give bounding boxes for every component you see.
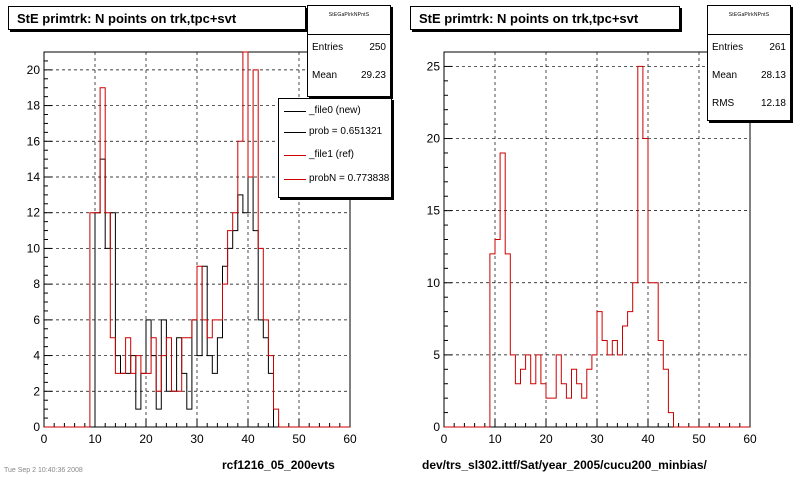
hist-title-1: StE primtrk: N points on trk,tpc+svt: [17, 11, 237, 26]
legend-label: prob = 0.651321: [309, 126, 383, 137]
y-tick-label: 20: [427, 132, 441, 146]
y-tick-label: 2: [33, 384, 40, 398]
x-tick-label: 60: [343, 432, 357, 446]
stats-label: Entries: [712, 42, 744, 53]
stats-row-entries-2: Entries 261: [712, 42, 786, 56]
stats-row-mean-2: Mean 28.13: [712, 70, 786, 84]
hist-title-box-2: StE primtrk: N points on trk,tpc+svt: [410, 6, 680, 30]
y-tick-label: 10: [27, 241, 41, 255]
x-tick-label: 30: [190, 432, 204, 446]
stats-value: 250: [369, 42, 386, 53]
stats-separator: [708, 34, 790, 35]
stats-box-2: StEGaPlrkNPntS Entries 261 Mean 28.13 RM…: [707, 5, 791, 121]
x-tick-label: 0: [441, 432, 448, 446]
x-caption-2: dev/trs_sl302.ittf/Sat/year_2005/cucu200…: [422, 458, 707, 472]
y-tick-label: 15: [427, 204, 441, 218]
legend-label: _file0 (new): [309, 105, 361, 116]
stats-separator: [308, 34, 390, 35]
x-tick-label: 20: [539, 432, 553, 446]
y-tick-label: 12: [27, 206, 41, 220]
x-tick-label: 60: [743, 432, 757, 446]
x-caption-1: rcf1216_05_200evts: [222, 458, 335, 472]
x-tick-label: 40: [641, 432, 655, 446]
stats-value: 29.23: [360, 70, 386, 81]
x-tick-label: 50: [692, 432, 706, 446]
y-tick-label: 4: [33, 349, 40, 363]
stats-row-rms-2: RMS 12.18: [712, 98, 786, 112]
legend-label: _file1 (ref): [309, 149, 355, 160]
x-tick-label: 20: [139, 432, 153, 446]
stats-value: 261: [769, 42, 786, 53]
legend-item: prob = 0.651321: [279, 123, 391, 141]
stats-label: RMS: [712, 98, 735, 109]
y-tick-label: 5: [433, 348, 440, 362]
stats-value: 28.13: [760, 70, 786, 81]
stats-name-1: StEGaPlrkNPntS: [328, 12, 370, 18]
legend-label: probN = 0.773838: [309, 173, 390, 184]
x-tick-label: 40: [241, 432, 255, 446]
footer-timestamp: Tue Sep 2 10:40:36 2008: [4, 467, 83, 474]
stats-label: Entries: [312, 42, 344, 53]
y-tick-label: 0: [33, 420, 40, 434]
hist-title-box-1: StE primtrk: N points on trk,tpc+svt: [8, 6, 306, 30]
histogram-series: [444, 65, 750, 428]
y-tick-label: 10: [427, 276, 441, 290]
legend-item: probN = 0.773838: [279, 170, 391, 188]
y-tick-label: 18: [27, 99, 41, 113]
stats-label: Mean: [312, 70, 338, 81]
stats-name-2: StEGaPlrkNPntS: [728, 12, 770, 18]
legend-item: _file0 (new): [279, 102, 391, 120]
histogram-series: [44, 51, 350, 428]
stats-box-1: StEGaPlrkNPntS Entries 250 Mean 29.23: [307, 5, 391, 97]
x-tick-label: 50: [292, 432, 306, 446]
x-tick-label: 30: [590, 432, 604, 446]
legend-line: [284, 179, 306, 180]
y-tick-label: 0: [433, 420, 440, 434]
legend-box: _file0 (new) prob = 0.651321 _file1 (ref…: [278, 98, 392, 198]
stats-row-entries-1: Entries 250: [312, 42, 386, 56]
legend-item: _file1 (ref): [279, 146, 391, 164]
y-tick-label: 14: [27, 170, 41, 184]
x-tick-label: 10: [88, 432, 102, 446]
y-tick-label: 25: [427, 59, 441, 73]
x-tick-label: 0: [41, 432, 48, 446]
hist-title-2: StE primtrk: N points on trk,tpc+svt: [419, 11, 639, 26]
stats-value: 12.18: [760, 98, 786, 109]
stats-row-mean-1: Mean 29.23: [312, 70, 386, 84]
y-tick-label: 6: [33, 313, 40, 327]
legend-line: [284, 111, 306, 112]
legend-line: [284, 155, 306, 156]
stats-label: Mean: [712, 70, 738, 81]
x-tick-label: 10: [488, 432, 502, 446]
legend-line: [284, 132, 306, 133]
y-tick-label: 8: [33, 277, 40, 291]
y-tick-label: 16: [27, 134, 41, 148]
y-tick-label: 20: [27, 63, 41, 77]
